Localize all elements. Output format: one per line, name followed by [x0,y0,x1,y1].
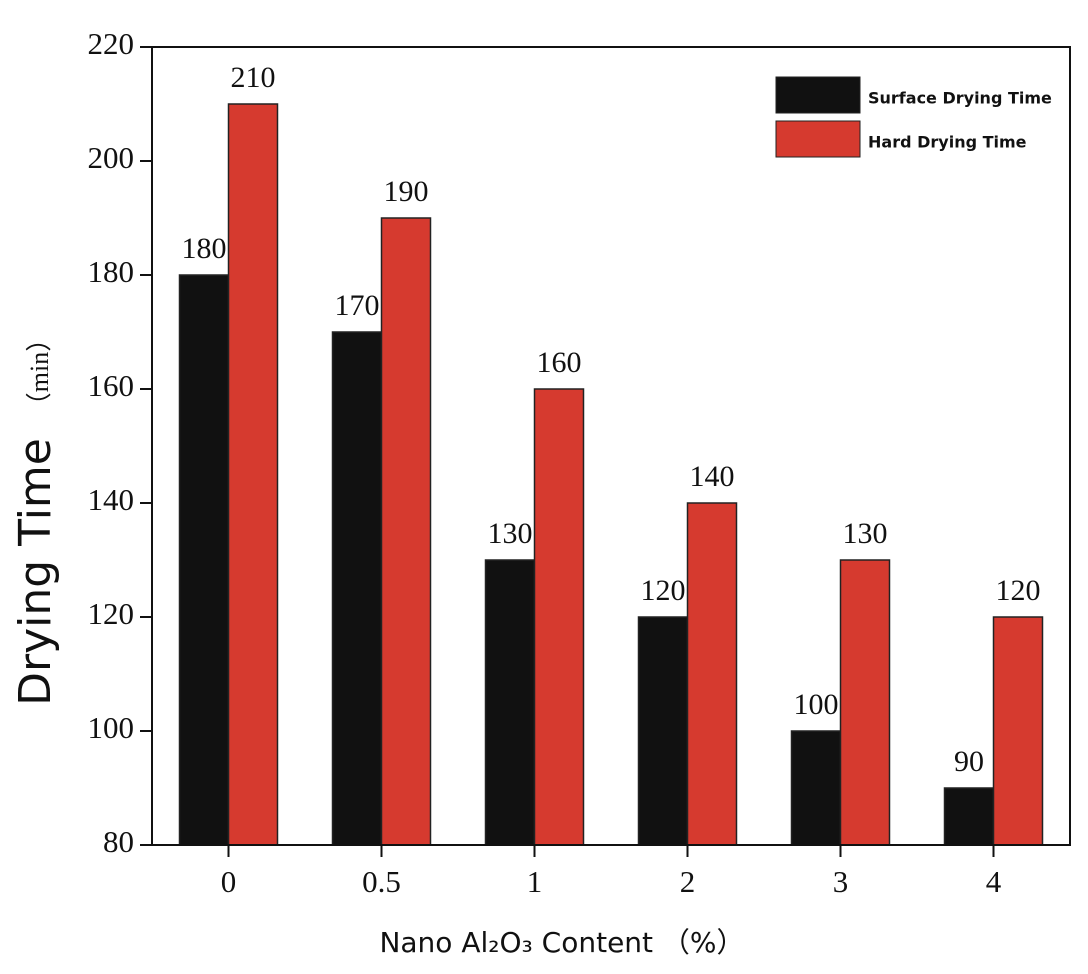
value-label: 130 [843,517,888,550]
legend-swatch [775,120,861,158]
value-label: 170 [335,289,380,322]
value-label: 140 [690,460,735,493]
legend-label: Hard Drying Time [868,133,1027,152]
x-tick-label: 0.5 [362,864,401,899]
x-tick-label: 3 [833,864,849,899]
y-tick-label: 220 [88,26,135,61]
value-label: 160 [537,346,582,379]
value-label: 90 [954,745,984,778]
bar [790,730,842,846]
bar [637,616,689,846]
bar [331,331,383,846]
value-label: 120 [641,574,686,607]
bar [992,616,1044,846]
y-tick-label: 160 [88,368,135,403]
legend-swatch [775,76,861,114]
value-label: 190 [384,175,429,208]
value-label: 130 [488,517,533,550]
bar [178,274,230,846]
bar [839,559,891,846]
value-label: 120 [996,574,1041,607]
y-axis-unit: （min） [25,326,54,418]
y-tick-label: 100 [88,710,135,745]
y-axis-label: Drying Time [10,438,61,706]
bar [533,388,585,846]
y-tick-label: 180 [88,254,135,289]
x-tick-label: 1 [527,864,543,899]
legend-label: Surface Drying Time [868,89,1052,108]
bar [686,502,738,846]
bar [484,559,536,846]
bar [227,103,279,846]
y-tick-label: 200 [88,140,135,175]
bar [943,787,995,846]
x-axis-label: Nano Al₂O₃ Content （%） [379,926,744,959]
plot-frame [151,46,1071,846]
x-tick-label: 4 [986,864,1002,899]
y-tick-label: 120 [88,596,135,631]
y-tick-label: 80 [103,824,134,859]
value-label: 100 [794,688,839,721]
x-tick-label: 0 [221,864,237,899]
value-label: 180 [182,232,227,265]
y-tick-label: 140 [88,482,135,517]
bar [380,217,432,846]
x-tick-label: 2 [680,864,696,899]
value-label: 210 [231,61,276,94]
